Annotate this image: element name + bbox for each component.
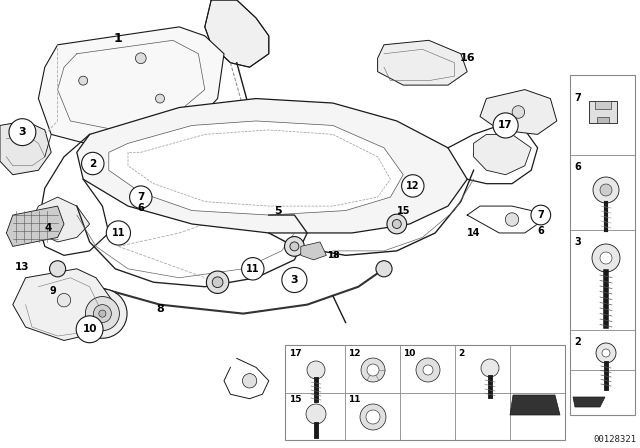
Polygon shape [573,397,605,407]
Text: 4: 4 [44,224,52,233]
Text: 1: 1 [114,31,123,45]
Circle shape [282,267,307,293]
Circle shape [93,305,111,323]
Circle shape [82,152,104,175]
Text: 3: 3 [19,127,26,137]
Polygon shape [510,395,560,415]
Text: 12: 12 [406,181,420,191]
Polygon shape [474,134,531,175]
Circle shape [78,289,127,338]
Polygon shape [32,197,90,242]
Circle shape [402,175,424,197]
Text: 2: 2 [89,159,97,168]
Circle shape [106,221,131,245]
Circle shape [376,261,392,277]
Circle shape [600,252,612,264]
Circle shape [290,242,299,251]
Circle shape [600,184,612,196]
Circle shape [596,343,616,363]
Text: 6: 6 [138,203,144,213]
Text: 18: 18 [326,251,339,260]
Circle shape [306,404,326,424]
Text: 12: 12 [358,362,372,372]
Circle shape [387,214,406,234]
Circle shape [592,244,620,272]
Text: 6: 6 [574,162,580,172]
Circle shape [85,297,120,331]
Text: 11: 11 [348,395,360,404]
Circle shape [366,410,380,424]
Circle shape [136,53,146,64]
Circle shape [76,316,103,343]
Text: 3: 3 [291,275,298,285]
Text: 11: 11 [111,228,125,238]
Polygon shape [301,242,326,260]
Circle shape [481,359,499,377]
Circle shape [416,358,440,382]
Text: 15: 15 [289,395,301,404]
Polygon shape [38,27,224,148]
Circle shape [593,177,619,203]
Circle shape [392,220,401,228]
Circle shape [360,404,386,430]
Circle shape [242,258,264,280]
Polygon shape [13,269,115,340]
Text: 2: 2 [458,349,464,358]
FancyBboxPatch shape [589,101,617,123]
Circle shape [243,374,257,388]
Polygon shape [378,40,467,85]
Bar [570,75,635,415]
Circle shape [423,365,433,375]
Circle shape [493,113,518,138]
Bar [285,345,565,440]
FancyBboxPatch shape [595,101,611,109]
Circle shape [285,237,304,256]
Text: 17: 17 [499,121,513,130]
Text: 7: 7 [538,210,544,220]
Circle shape [367,364,379,376]
Circle shape [352,355,378,380]
Circle shape [307,361,325,379]
Text: 5: 5 [275,206,282,215]
Polygon shape [205,0,269,67]
FancyBboxPatch shape [597,117,609,123]
Polygon shape [6,206,64,246]
Text: 7: 7 [137,192,145,202]
Circle shape [156,94,164,103]
Circle shape [512,106,525,118]
Text: 17: 17 [289,349,301,358]
Text: 6: 6 [538,226,544,236]
Text: 8: 8 [156,304,164,314]
Polygon shape [0,121,51,175]
Text: 7: 7 [574,93,580,103]
Text: 10: 10 [403,349,415,358]
Circle shape [531,205,550,225]
Text: 00128321: 00128321 [593,435,636,444]
Circle shape [506,213,519,226]
Circle shape [58,293,70,307]
Text: 9: 9 [49,286,56,296]
Circle shape [212,277,223,288]
Circle shape [207,271,229,293]
Text: 2: 2 [574,337,580,347]
Circle shape [130,186,152,208]
Text: 14: 14 [467,228,481,238]
Text: 10: 10 [83,324,97,334]
Circle shape [79,76,88,85]
Text: 12: 12 [348,349,360,358]
Text: 11: 11 [246,264,260,274]
Circle shape [361,358,385,382]
Polygon shape [109,121,403,215]
Polygon shape [480,90,557,134]
Text: 3: 3 [574,237,580,247]
Polygon shape [77,99,467,233]
Circle shape [49,261,66,277]
Circle shape [602,349,610,357]
Circle shape [99,310,106,317]
Circle shape [9,119,36,146]
Text: 15: 15 [396,206,410,215]
Text: 16: 16 [460,53,475,63]
Text: 13: 13 [15,262,29,271]
Text: 18: 18 [326,251,339,260]
